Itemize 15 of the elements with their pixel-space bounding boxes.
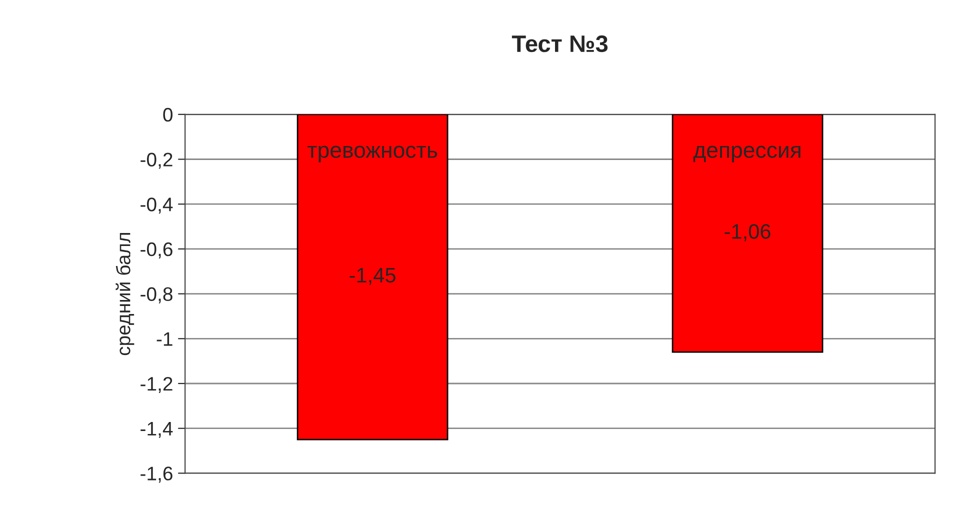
data-label: -1,06 — [724, 224, 770, 242]
y-tick-label: -0,8 — [140, 287, 172, 304]
y-tick-label: -0,6 — [140, 242, 172, 258]
y-tick-label: 0 — [163, 108, 172, 122]
y-tick-label: -1,6 — [140, 466, 172, 483]
y-tick-label: -1,2 — [140, 376, 172, 394]
y-axis-title: средний балл — [116, 232, 134, 356]
x-tick-label: депрессия — [693, 146, 800, 162]
chart-title: Тест №3 — [512, 35, 608, 52]
x-tick-label: тревожность — [307, 146, 438, 162]
y-tick-label: -0,2 — [140, 152, 172, 169]
data-label: -1,45 — [350, 268, 396, 286]
y-tick-label: -0,4 — [140, 198, 173, 214]
y-tick-label: -1,4 — [140, 422, 173, 438]
y-tick-label: -1 — [156, 332, 172, 346]
